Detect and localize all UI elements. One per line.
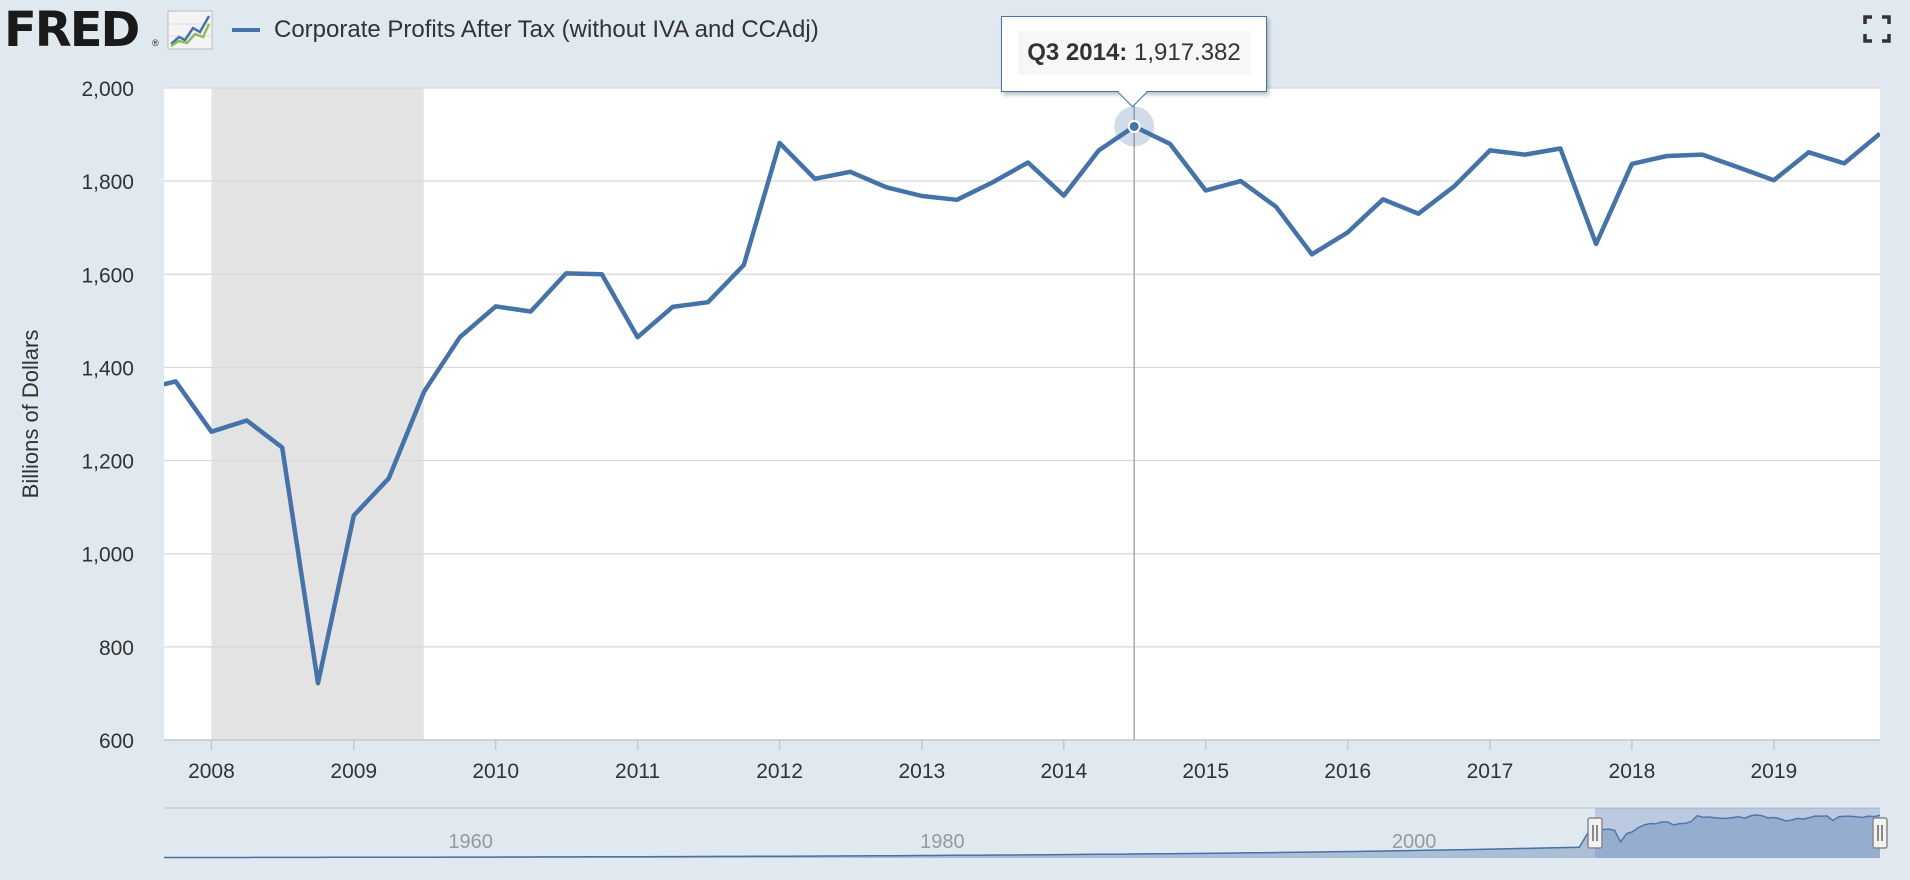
navigator-handle-left[interactable]: [1587, 817, 1603, 849]
tooltip-content: Q3 2014: 1,917.382: [1018, 31, 1250, 75]
y-tick-label: 1,600: [81, 264, 134, 287]
x-tick-label: 2015: [1182, 760, 1229, 783]
y-axis-title: Billions of Dollars: [18, 330, 43, 499]
y-tick-label: 1,200: [81, 451, 134, 474]
highlight-point: [1127, 119, 1141, 133]
x-tick-label: 2008: [188, 760, 235, 783]
x-tick-label: 2018: [1609, 760, 1656, 783]
navigator-line: [164, 814, 1881, 859]
tooltip-value: 1,917.382: [1133, 39, 1241, 66]
line-graph-icon: [167, 10, 213, 50]
x-tick-label: 2010: [472, 760, 519, 783]
x-tick-label: 2014: [1040, 760, 1087, 783]
navigator-year-label: 1980: [920, 831, 965, 853]
navigator-year-label: 1960: [448, 831, 493, 853]
navigator-selection: [1595, 808, 1880, 858]
fred-logo[interactable]: FRED: [4, 2, 140, 58]
x-tick-label: 2013: [899, 760, 946, 783]
y-tick-label: 600: [99, 730, 134, 753]
y-tick-label: 1,800: [81, 171, 134, 194]
x-tick-label: 2012: [756, 760, 803, 783]
legend-series-label[interactable]: Corporate Profits After Tax (without IVA…: [274, 16, 819, 43]
legend-swatch: [232, 28, 260, 32]
recession-band: [211, 88, 424, 740]
y-tick-label: 1,000: [81, 544, 134, 567]
x-tick-label: 2017: [1467, 760, 1514, 783]
tooltip-date: Q3 2014:: [1027, 39, 1128, 66]
navigator-handle-right[interactable]: [1872, 817, 1888, 849]
navigator-area: [164, 814, 1880, 858]
y-tick-label: 800: [99, 637, 134, 660]
registered-mark: ®: [152, 38, 159, 48]
handle-body: [1872, 817, 1888, 849]
handle-body: [1587, 817, 1603, 849]
chart-legend[interactable]: Corporate Profits After Tax (without IVA…: [232, 12, 819, 48]
fullscreen-icon[interactable]: [1862, 14, 1892, 44]
x-tick-label: 2019: [1750, 760, 1797, 783]
series-line: [164, 124, 1880, 686]
x-tick-label: 2011: [615, 760, 660, 783]
x-tick-label: 2009: [330, 760, 377, 783]
data-tooltip: Q3 2014: 1,917.382: [1001, 16, 1267, 108]
x-tick-label: 2016: [1324, 760, 1371, 783]
navigator-year-label: 2000: [1392, 831, 1437, 853]
y-tick-label: 2,000: [81, 78, 134, 101]
y-tick-label: 1,400: [81, 357, 134, 380]
plot-background: [164, 88, 1880, 740]
